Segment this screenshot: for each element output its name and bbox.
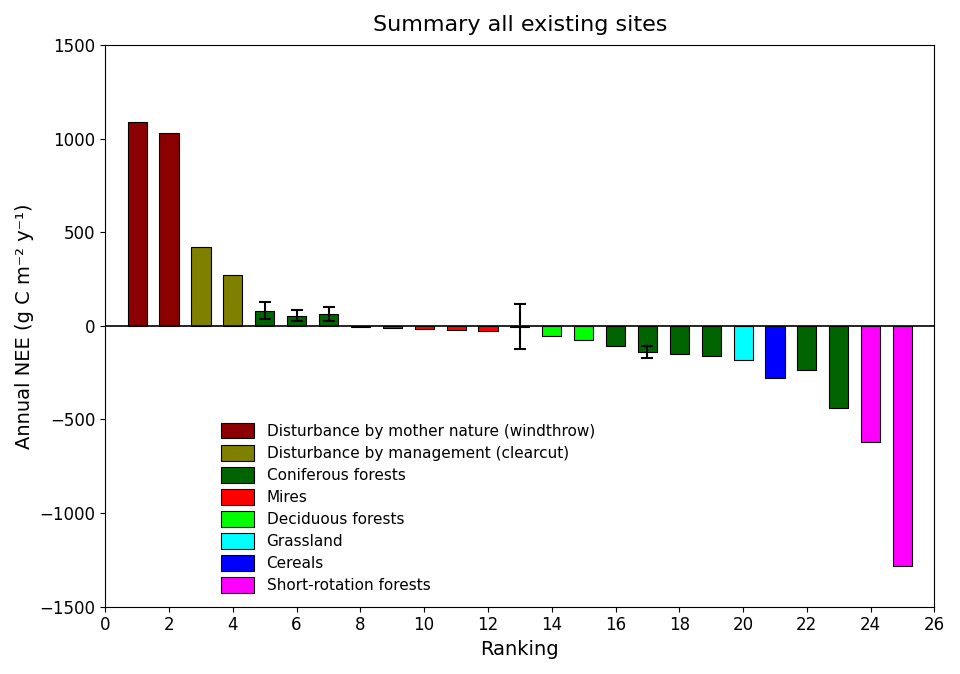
Bar bbox=[670, 326, 689, 354]
Bar bbox=[478, 326, 497, 331]
Bar bbox=[637, 326, 657, 352]
Bar bbox=[128, 122, 147, 326]
Bar bbox=[224, 275, 243, 326]
Bar bbox=[383, 326, 402, 328]
Bar bbox=[733, 326, 753, 361]
Bar bbox=[606, 326, 625, 346]
Bar bbox=[287, 315, 306, 326]
Y-axis label: Annual NEE (g C m⁻² y⁻¹): Annual NEE (g C m⁻² y⁻¹) bbox=[15, 203, 34, 449]
Title: Summary all existing sites: Summary all existing sites bbox=[372, 15, 667, 35]
Bar bbox=[511, 326, 529, 327]
Bar bbox=[542, 326, 562, 336]
Bar bbox=[350, 326, 370, 328]
Legend: Disturbance by mother nature (windthrow), Disturbance by management (clearcut), : Disturbance by mother nature (windthrow)… bbox=[221, 423, 595, 594]
Bar bbox=[319, 313, 338, 326]
Bar bbox=[702, 326, 721, 356]
Bar bbox=[798, 326, 816, 370]
Bar bbox=[574, 326, 593, 340]
Bar bbox=[446, 326, 466, 330]
Bar bbox=[159, 133, 179, 326]
Bar bbox=[829, 326, 849, 408]
X-axis label: Ranking: Ranking bbox=[481, 640, 559, 659]
Bar bbox=[255, 311, 275, 326]
Bar bbox=[765, 326, 784, 378]
Bar bbox=[861, 326, 880, 442]
Bar bbox=[415, 326, 434, 329]
Bar bbox=[191, 247, 210, 326]
Bar bbox=[893, 326, 912, 565]
